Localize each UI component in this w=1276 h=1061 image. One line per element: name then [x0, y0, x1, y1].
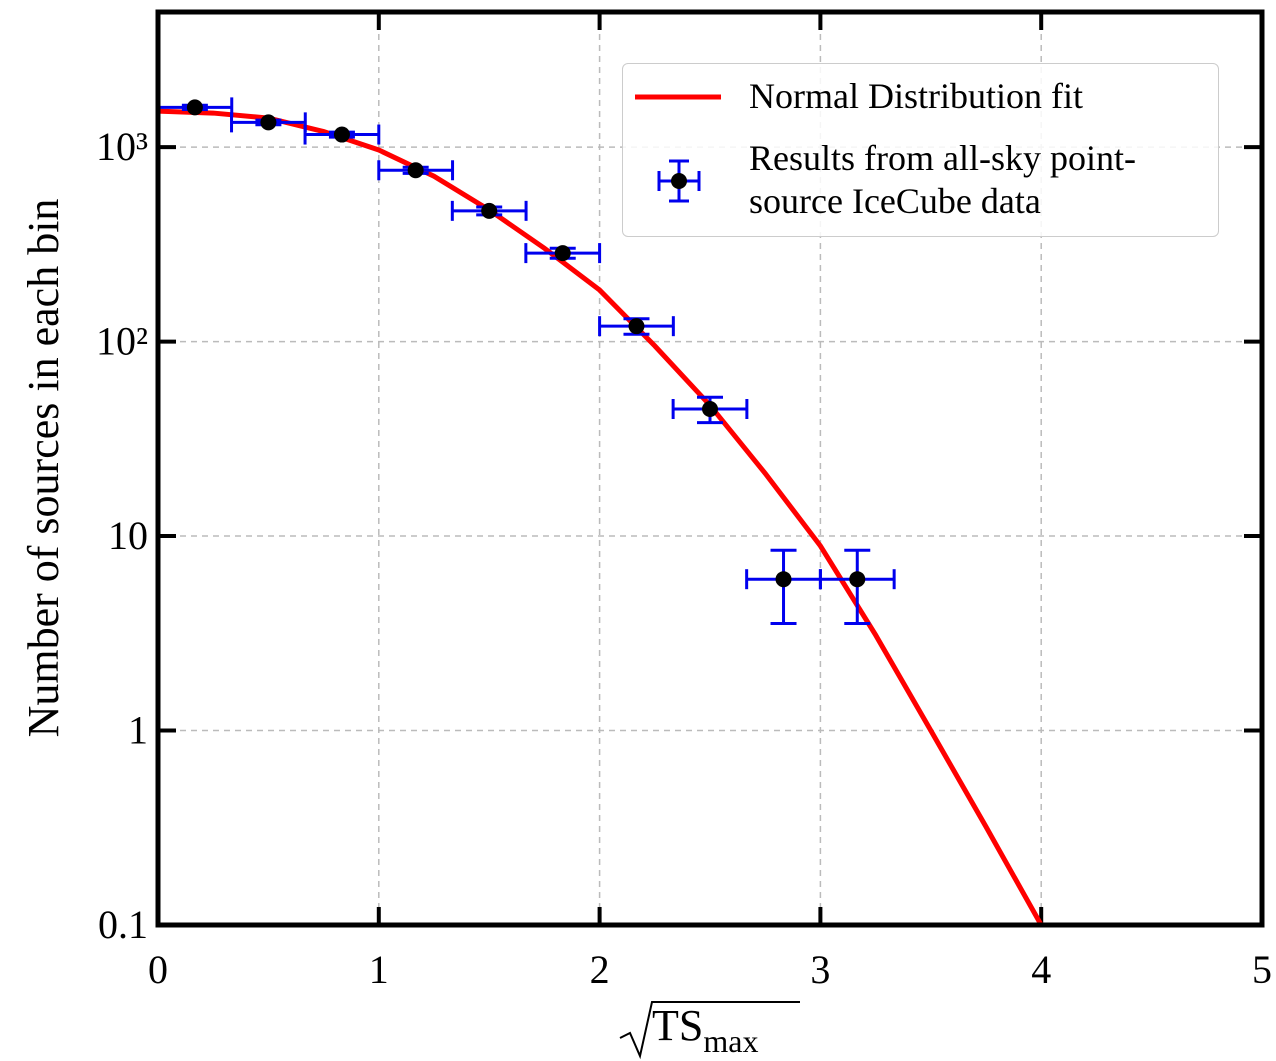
x-axis-label: TSmax — [652, 1001, 758, 1059]
data-point — [554, 245, 571, 262]
x-tick-label: 5 — [1252, 947, 1272, 992]
data-point — [407, 162, 424, 179]
y-axis-label: Number of sources in each bin — [19, 199, 68, 738]
data-point — [775, 571, 792, 588]
data-point — [849, 571, 866, 588]
y-tick-label: 10³ — [96, 124, 148, 169]
x-label-main: TS — [652, 1001, 703, 1050]
y-tick-label: 0.1 — [98, 902, 148, 947]
y-tick-label: 1 — [128, 708, 148, 753]
x-tick-label: 2 — [590, 947, 610, 992]
data-point — [702, 401, 718, 418]
legend: Normal Distribution fit Results from all… — [622, 63, 1219, 237]
legend-marker-key — [671, 173, 687, 189]
data-point — [260, 114, 277, 131]
x-tick-label: 0 — [148, 947, 168, 992]
y-tick-label: 10² — [96, 319, 148, 364]
plot-area — [158, 97, 1044, 925]
legend-label: Results from all-sky point-source IceCub… — [749, 138, 1136, 221]
data-point — [186, 99, 203, 116]
x-tick-label: 4 — [1031, 947, 1051, 992]
data-point — [481, 202, 498, 219]
legend-label: Normal Distribution fit — [749, 76, 1083, 116]
plot-frame — [155, 9, 1265, 928]
x-label-sub: max — [703, 1023, 758, 1059]
sqrt-sign — [619, 1001, 800, 1060]
data-point — [333, 126, 350, 143]
y-tick-label: 10 — [108, 513, 148, 558]
legend-keys — [635, 94, 721, 203]
x-tick-label: 3 — [810, 947, 830, 992]
data-point — [628, 318, 645, 335]
x-tick-label: 1 — [369, 947, 389, 992]
